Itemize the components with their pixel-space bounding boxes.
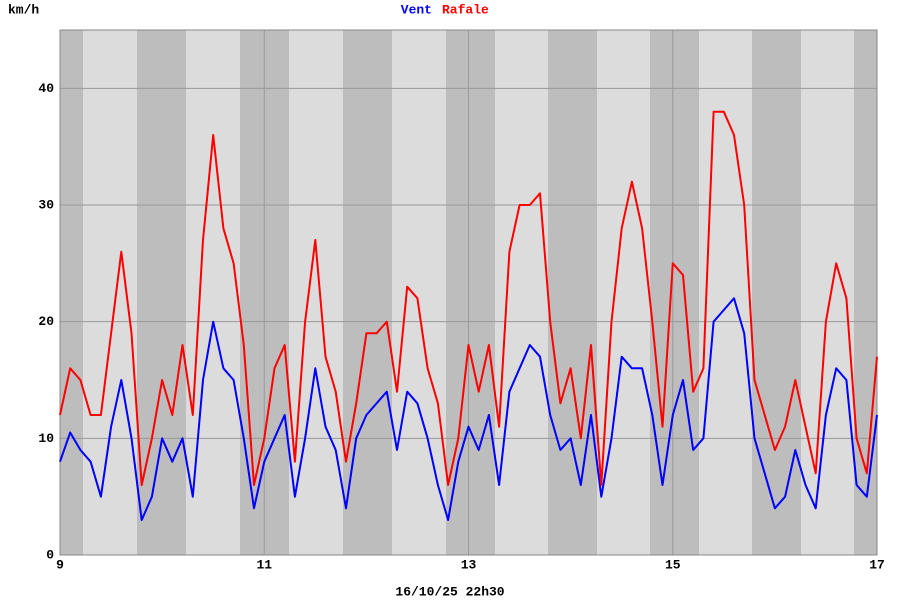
legend-entry: Vent: [401, 2, 432, 17]
night-band: [60, 30, 83, 555]
x-tick-label: 11: [256, 557, 272, 572]
x-tick-label: 9: [56, 557, 64, 572]
series-line: [59, 110, 878, 486]
footer-timestamp: 16/10/25 22h30: [395, 584, 504, 599]
x-tick-label: 15: [665, 557, 681, 572]
series-line: [59, 297, 878, 521]
y-tick-label: 0: [46, 547, 54, 562]
legend-entry: Rafale: [442, 2, 489, 17]
night-band: [854, 30, 877, 555]
y-tick-label: 10: [38, 431, 54, 446]
y-tick-label: 20: [38, 314, 54, 329]
night-band: [752, 30, 801, 555]
night-band: [548, 30, 597, 555]
y-tick-label: 30: [38, 197, 54, 212]
night-band: [446, 30, 495, 555]
night-band: [650, 30, 699, 555]
x-tick-label: 17: [869, 557, 885, 572]
x-tick-label: 13: [461, 557, 477, 572]
y-tick-label: 40: [38, 81, 54, 96]
y-axis-label: km/h: [8, 2, 39, 17]
plot-frame: [59, 29, 878, 556]
night-bands: [60, 30, 877, 555]
